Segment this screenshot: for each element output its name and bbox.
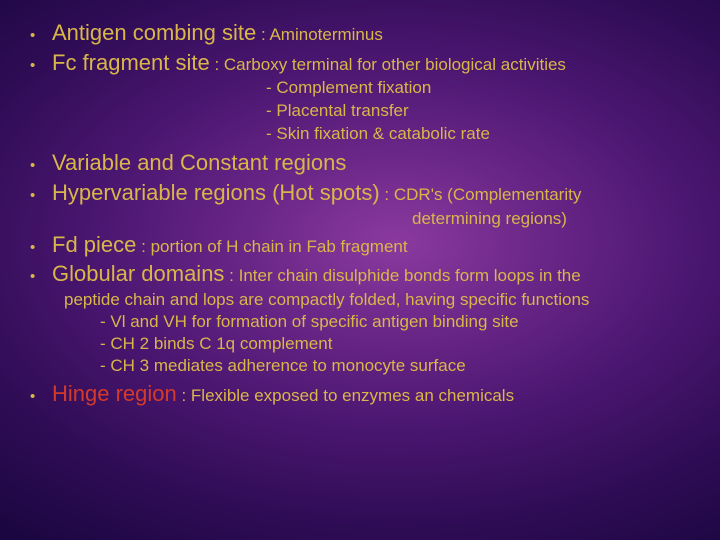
bullet-fd-piece: • Fd piece : portion of H chain in Fab f… xyxy=(28,230,692,260)
bullet-dot: • xyxy=(28,186,52,206)
bullet-dot: • xyxy=(28,26,52,46)
bullet-dot: • xyxy=(28,267,52,287)
bullet-dot: • xyxy=(28,56,52,76)
sub-skin-fixation: - Skin fixation & catabolic rate xyxy=(28,123,692,146)
bullet-globular-domains: • Globular domains : Inter chain disulph… xyxy=(28,259,692,289)
sub-vl-vh: - Vl and VH for formation of specific an… xyxy=(28,311,692,333)
bullet-hypervariable: • Hypervariable regions (Hot spots) : CD… xyxy=(28,178,692,208)
term-text: Hypervariable regions (Hot spots) xyxy=(52,180,380,205)
desc-text: : CDR's (Complementarity xyxy=(380,185,582,204)
sub-complement-fixation: - Complement fixation xyxy=(28,77,692,100)
cont-peptide-chain: peptide chain and lops are compactly fol… xyxy=(28,289,692,311)
term-text: Fd piece xyxy=(52,232,136,257)
sub-determining-regions: determining regions) xyxy=(28,208,692,230)
term-text: Fc fragment site xyxy=(52,50,210,75)
desc-text: : portion of H chain in Fab fragment xyxy=(136,237,407,256)
slide-body: • Antigen combing site : Aminoterminus •… xyxy=(0,0,720,540)
desc-text: : Aminoterminus xyxy=(256,25,383,44)
sub-placental-transfer: - Placental transfer xyxy=(28,100,692,123)
bullet-antigen-combing: • Antigen combing site : Aminoterminus xyxy=(28,18,692,48)
desc-text: : Inter chain disulphide bonds form loop… xyxy=(224,266,580,285)
term-text-red: Hinge region xyxy=(52,381,177,406)
bullet-fc-fragment: • Fc fragment site : Carboxy terminal fo… xyxy=(28,48,692,78)
term-text: Antigen combing site xyxy=(52,20,256,45)
sub-ch3: - CH 3 mediates adherence to monocyte su… xyxy=(28,355,692,377)
desc-text: : Flexible exposed to enzymes an chemica… xyxy=(177,386,514,405)
term-text: Variable and Constant regions xyxy=(52,150,346,175)
bullet-dot: • xyxy=(28,238,52,258)
sub-ch2: - CH 2 binds C 1q complement xyxy=(28,333,692,355)
desc-text: : Carboxy terminal for other biological … xyxy=(210,55,566,74)
bullet-hinge-region: • Hinge region : Flexible exposed to enz… xyxy=(28,379,692,409)
term-text: Globular domains xyxy=(52,261,224,286)
bullet-dot: • xyxy=(28,387,52,407)
bullet-variable-constant: • Variable and Constant regions xyxy=(28,148,692,178)
bullet-dot: • xyxy=(28,156,52,176)
